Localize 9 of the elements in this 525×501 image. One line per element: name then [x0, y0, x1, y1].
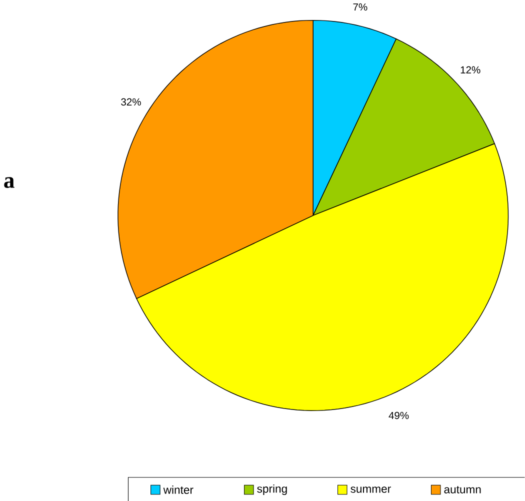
data-label: 7%: [353, 3, 368, 10]
data-label: 32%: [121, 98, 141, 106]
legend-label: autumn: [444, 486, 481, 494]
data-label: 12%: [460, 66, 480, 74]
text: a: [4, 177, 14, 188]
legend-label: winter: [163, 485, 194, 494]
data-label: 49%: [388, 412, 409, 419]
legend-label: spring: [257, 484, 287, 495]
legend-label: summer: [350, 486, 391, 493]
